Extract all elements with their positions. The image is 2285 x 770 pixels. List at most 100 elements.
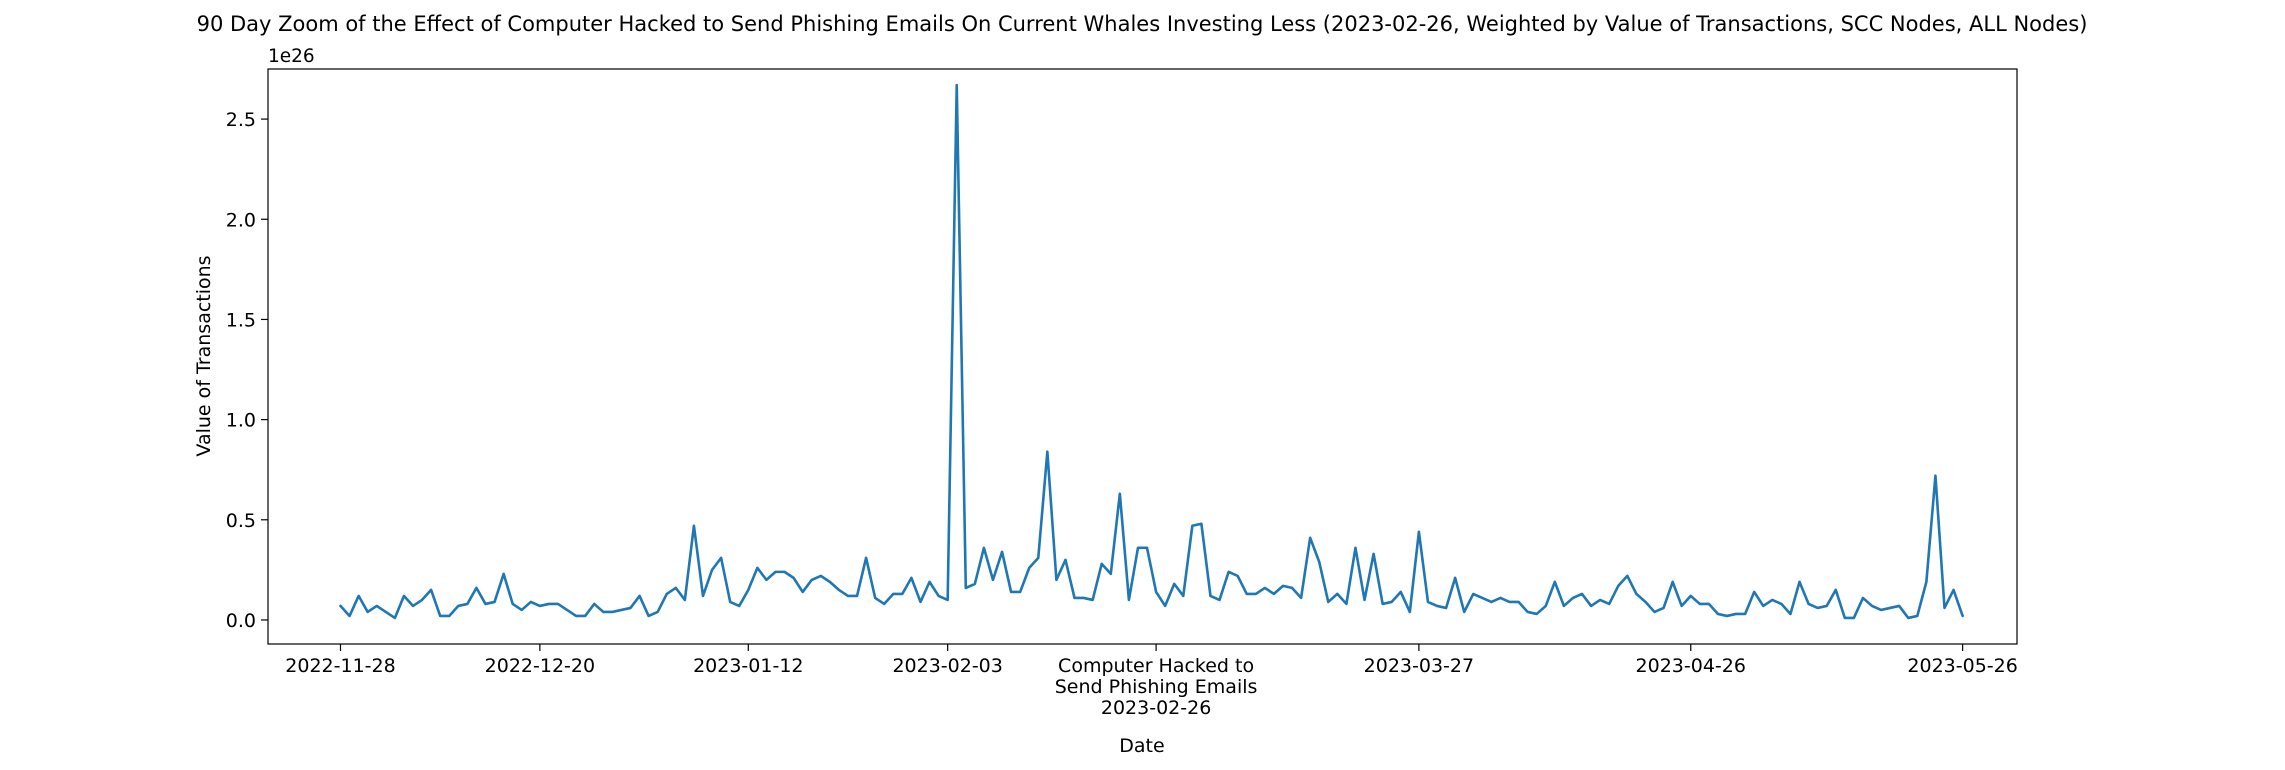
data-point bbox=[1481, 597, 1483, 599]
data-point bbox=[838, 589, 840, 591]
data-point bbox=[747, 589, 749, 591]
data-point bbox=[1780, 603, 1782, 605]
x-tick-label: 2023-04-26 bbox=[1636, 655, 1746, 677]
data-point bbox=[738, 605, 740, 607]
data-point bbox=[1699, 603, 1701, 605]
y-axis: 0.0 0.5 1.0 1.5 2.0 2.5 bbox=[226, 109, 268, 632]
data-point bbox=[1744, 613, 1746, 615]
x-axis: 2022-11-28 2022-12-20 2023-01-12 2023-02-03… bbox=[285, 644, 2018, 677]
data-point bbox=[1445, 607, 1447, 609]
data-point bbox=[1889, 607, 1891, 609]
data-point bbox=[1155, 591, 1157, 593]
y-exponent-label: 1e26 bbox=[268, 46, 315, 67]
data-point bbox=[521, 609, 523, 611]
data-point bbox=[475, 587, 478, 589]
series-line bbox=[339, 83, 1964, 620]
data-point bbox=[602, 611, 604, 613]
y-tick-label: 0.5 bbox=[226, 510, 256, 532]
data-point bbox=[774, 571, 777, 573]
data-point bbox=[1753, 591, 1755, 593]
data-point bbox=[1010, 591, 1012, 593]
data-point bbox=[512, 603, 514, 605]
data-point bbox=[1536, 613, 1538, 615]
data-point bbox=[1182, 595, 1184, 597]
data-point bbox=[1064, 559, 1067, 561]
data-point bbox=[1626, 575, 1628, 577]
data-point bbox=[1662, 607, 1665, 609]
data-point bbox=[702, 595, 704, 597]
data-point bbox=[928, 581, 931, 583]
data-point bbox=[1653, 611, 1656, 613]
x-tick-label: 2023-03-27 bbox=[1364, 655, 1474, 677]
data-point bbox=[684, 599, 686, 601]
data-point bbox=[1545, 605, 1547, 607]
data-point bbox=[910, 577, 913, 579]
data-point bbox=[802, 591, 804, 593]
data-point bbox=[1345, 603, 1347, 605]
data-point bbox=[1617, 585, 1619, 587]
data-point bbox=[1844, 617, 1846, 619]
data-point bbox=[1508, 601, 1511, 603]
data-point bbox=[1246, 593, 1248, 595]
data-point bbox=[1110, 573, 1112, 575]
data-point bbox=[1146, 547, 1148, 549]
y-tick-label: 0.0 bbox=[226, 610, 256, 632]
data-point bbox=[820, 575, 822, 577]
data-point bbox=[629, 607, 632, 609]
data-point bbox=[892, 593, 894, 595]
data-point bbox=[1499, 597, 1502, 599]
data-point bbox=[1952, 589, 1955, 591]
data-point bbox=[430, 589, 432, 591]
data-point bbox=[1336, 593, 1338, 595]
data-point bbox=[811, 579, 813, 581]
data-point bbox=[1119, 493, 1121, 495]
plot-area bbox=[267, 68, 2018, 645]
data-point bbox=[484, 603, 487, 605]
y-axis-label: Value of Transactions bbox=[193, 255, 215, 456]
data-point bbox=[1273, 593, 1275, 595]
data-point bbox=[1563, 605, 1565, 607]
data-point bbox=[1028, 567, 1030, 569]
data-point bbox=[1237, 575, 1239, 577]
data-point bbox=[1463, 611, 1465, 613]
data-point bbox=[493, 601, 496, 603]
data-point bbox=[648, 615, 650, 617]
data-point bbox=[974, 583, 976, 585]
data-point bbox=[1490, 601, 1492, 603]
data-point bbox=[575, 615, 577, 617]
data-point bbox=[1227, 571, 1230, 573]
data-point bbox=[657, 611, 659, 613]
x-axis-label: Date bbox=[1119, 735, 1164, 757]
data-point bbox=[439, 615, 441, 617]
data-point bbox=[376, 605, 378, 607]
data-point bbox=[539, 605, 541, 607]
data-point bbox=[901, 593, 903, 595]
data-point bbox=[1363, 599, 1366, 601]
y-tick-label: 1.0 bbox=[226, 410, 256, 432]
data-point bbox=[1291, 587, 1293, 589]
data-point bbox=[1318, 561, 1320, 563]
data-point bbox=[503, 573, 505, 575]
data-point bbox=[729, 601, 731, 603]
data-point bbox=[1200, 523, 1202, 525]
data-point bbox=[421, 599, 423, 601]
data-point bbox=[829, 581, 831, 583]
data-point bbox=[1173, 583, 1175, 585]
data-point bbox=[1128, 599, 1130, 601]
data-point bbox=[1817, 607, 1819, 609]
data-point bbox=[1554, 581, 1556, 583]
y-tick-label: 2.5 bbox=[226, 109, 256, 131]
data-point bbox=[765, 579, 768, 581]
data-point bbox=[1925, 581, 1927, 583]
event-label: Send Phishing Emails bbox=[1055, 676, 1258, 698]
data-point bbox=[693, 525, 695, 527]
data-point bbox=[1400, 591, 1402, 593]
data-point bbox=[847, 595, 849, 597]
data-point bbox=[1309, 537, 1311, 539]
data-point bbox=[1255, 593, 1257, 595]
data-point bbox=[1327, 601, 1329, 603]
data-point bbox=[938, 595, 940, 597]
data-point bbox=[557, 603, 559, 605]
data-point bbox=[919, 601, 922, 603]
